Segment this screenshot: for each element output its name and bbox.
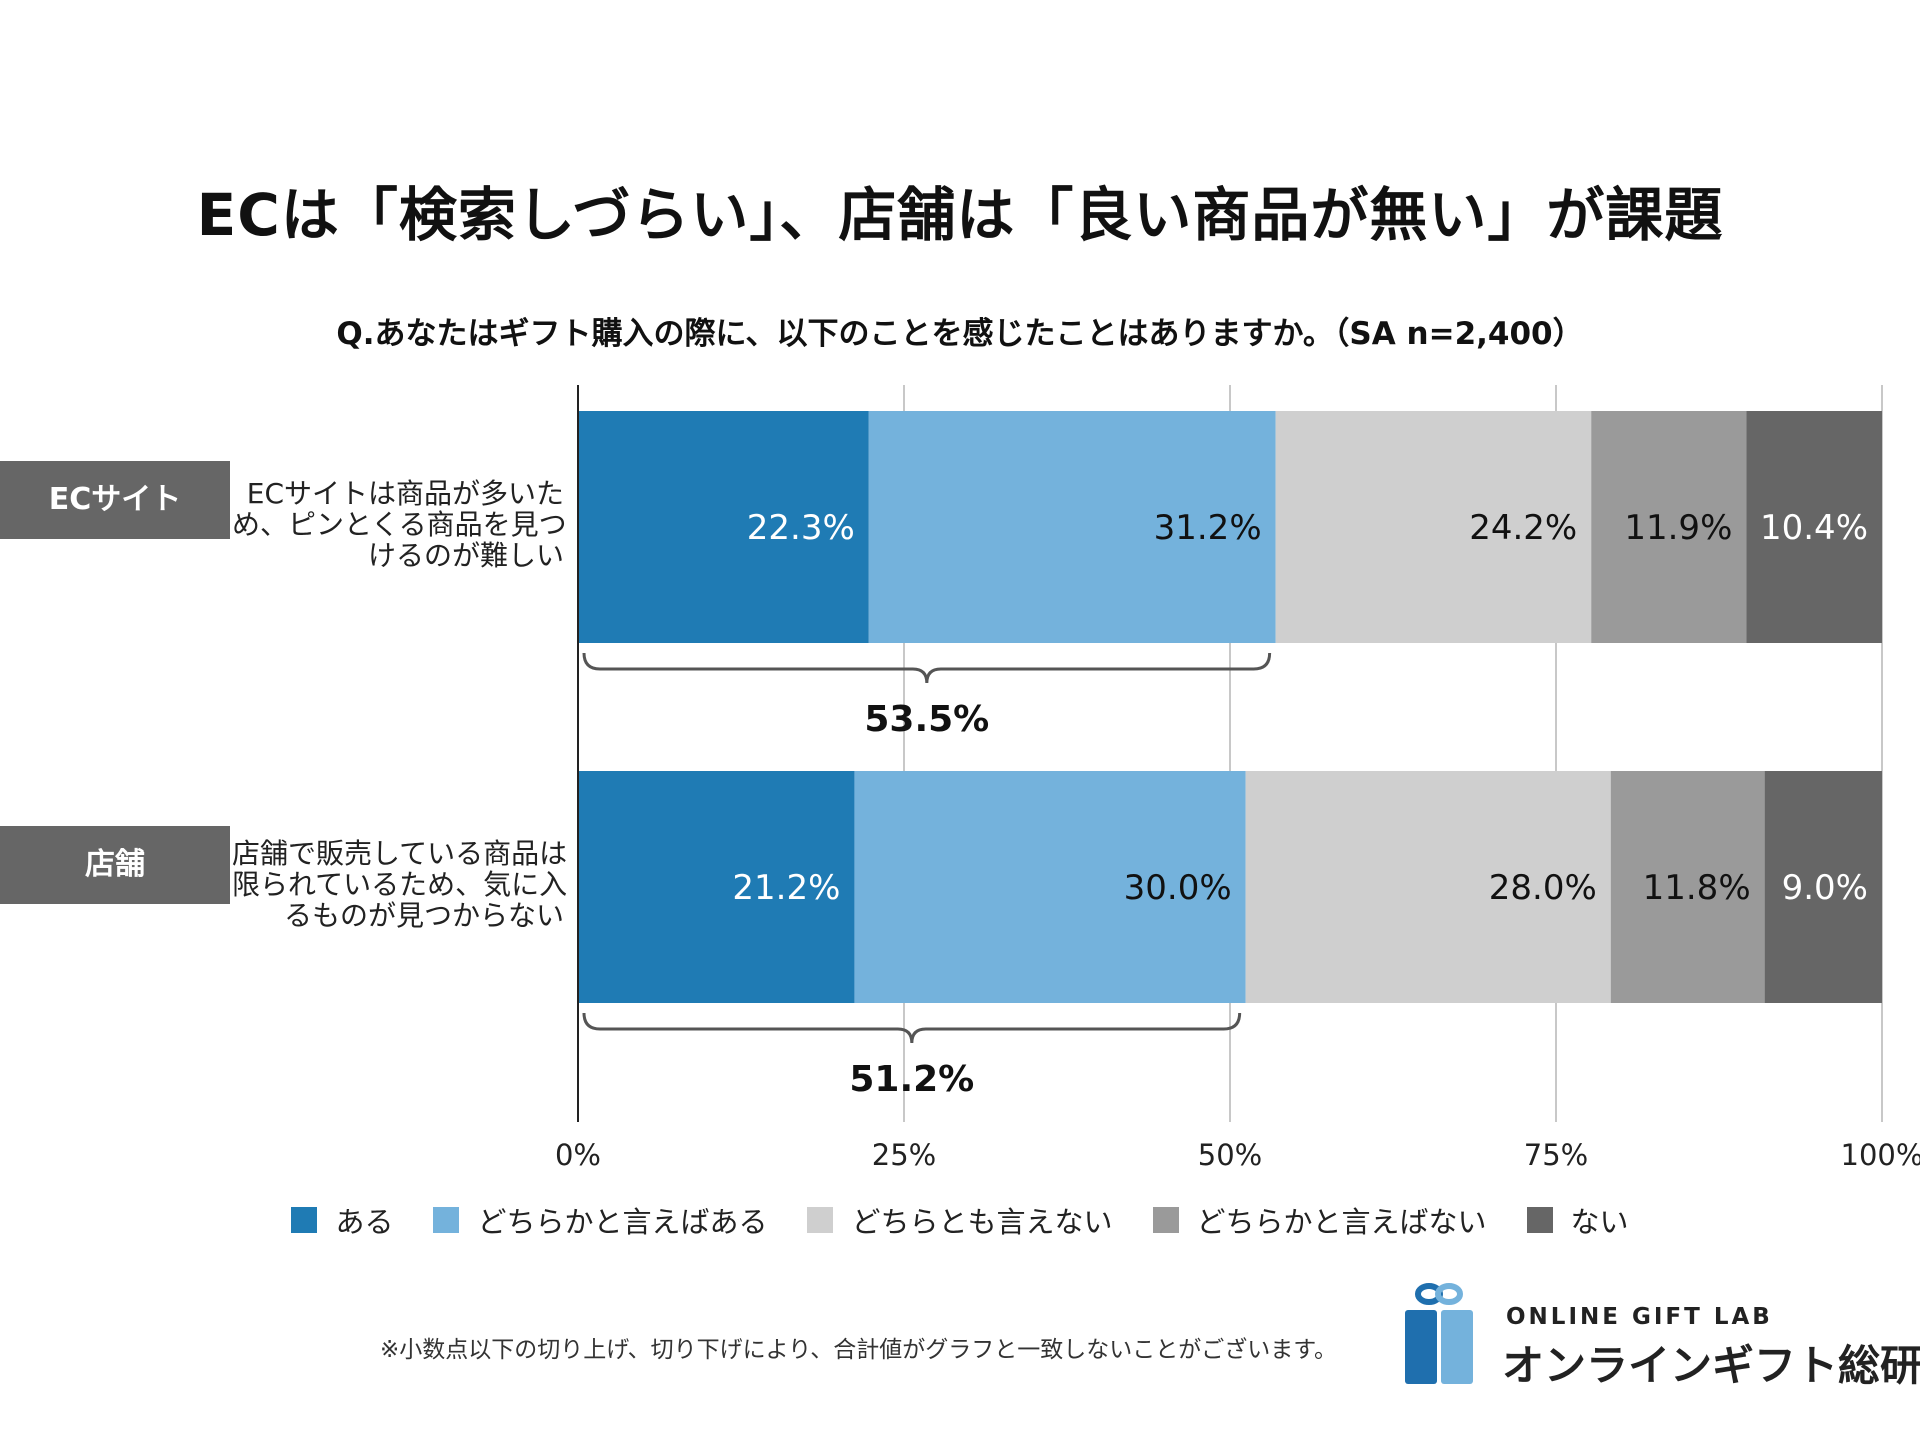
brace-total-label: 53.5% (864, 699, 989, 740)
data-label: 10.4% (1760, 508, 1868, 548)
brace (582, 652, 1272, 684)
description-line: め、ピンとくる商品を見つ (232, 508, 567, 541)
data-label: 21.2% (732, 868, 840, 908)
legend-item: どちらかと言えばある (433, 1199, 767, 1241)
description-line: 店舗で販売している商品は (232, 837, 568, 870)
x-tick-label: 25% (872, 1138, 936, 1172)
bar-segment (1245, 771, 1611, 1003)
legend-swatch (807, 1207, 834, 1233)
bar-segment (1591, 411, 1747, 643)
legend-label: どちらかと言えばある (477, 1205, 768, 1239)
legend-item: ない (1526, 1199, 1629, 1241)
legend-label: ある (335, 1205, 394, 1239)
data-label: 22.3% (747, 508, 855, 548)
description-line: ECサイトは商品が多いた (246, 477, 564, 510)
brace (582, 1012, 1242, 1044)
data-label: 11.9% (1624, 508, 1732, 548)
legend-label: ない (1570, 1205, 1629, 1239)
description-line: けるのが難しい (367, 539, 564, 572)
legend-swatch (433, 1207, 460, 1233)
legend-item: どちらとも言えない (807, 1199, 1113, 1241)
x-tick-label: 50% (1198, 1138, 1262, 1172)
chart-legend: ある どちらかと言えばある どちらとも言えない どちらかと言えばない ない (0, 1200, 1920, 1240)
logo-text-en: ONLINE GIFT LAB (1506, 1304, 1773, 1330)
description-line: 限られているため、気に入 (232, 868, 568, 901)
stacked-bar-chart: 22.3% 31.2% 24.2% 11.9% 10.4% 21.2% 30.0% 28.0%… (555, 385, 1920, 1172)
bar-segment (1275, 411, 1592, 643)
chart-title: ECは「検索しづらい」、店舗は「良い商品が無い」が課題 (196, 181, 1724, 249)
bar-segment (868, 411, 1276, 643)
category-description-ec: ECサイトは商品が多いた め、ピンとくる商品を見つ けるのが難しい (232, 477, 567, 572)
bar-segment (1764, 771, 1882, 1003)
category-description-store: 店舗で販売している商品は 限られているため、気に入 るものが見つからない (232, 837, 568, 932)
x-tick-label: 75% (1524, 1138, 1588, 1172)
bar-segment (578, 411, 869, 643)
legend-swatch (1526, 1207, 1553, 1233)
bar-segment (578, 771, 855, 1003)
data-label: 11.8% (1643, 868, 1751, 908)
gift-box-logo-icon (1405, 1283, 1473, 1384)
bar-segment (854, 771, 1246, 1003)
brace-total-label: 51.2% (849, 1059, 974, 1100)
legend-swatch (291, 1207, 318, 1233)
footnote: ※小数点以下の切り上げ、切り下げにより、合計値がグラフと一致しないことがございま… (380, 1337, 1337, 1363)
data-label: 24.2% (1469, 508, 1577, 548)
data-label: 9.0% (1782, 868, 1868, 908)
legend-label: どちらかと言えばない (1196, 1205, 1487, 1239)
description-line: るものが見つからない (283, 899, 564, 932)
legend-item: ある (291, 1199, 393, 1241)
legend-item: どちらかと言えばない (1152, 1199, 1487, 1241)
x-tick-label: 0% (555, 1138, 601, 1172)
category-tag-ec: ECサイト (0, 461, 230, 539)
chart-subtitle: Q.あなたはギフト購入の際に、以下のことを感じたことはありますか。（SA n=2… (336, 316, 1584, 352)
data-label: 31.2% (1154, 508, 1262, 548)
data-label: 30.0% (1124, 868, 1232, 908)
category-tag-store: 店舗 (0, 826, 230, 904)
bar-segment (1746, 411, 1882, 643)
x-tick-label: 100% (1841, 1138, 1920, 1172)
legend-label: どちらとも言えない (851, 1205, 1113, 1239)
logo-text-ja: オンラインギフト総研 (1502, 1341, 1920, 1390)
data-label: 28.0% (1489, 868, 1597, 908)
legend-swatch (1152, 1207, 1179, 1233)
bar-segment (1610, 771, 1765, 1003)
